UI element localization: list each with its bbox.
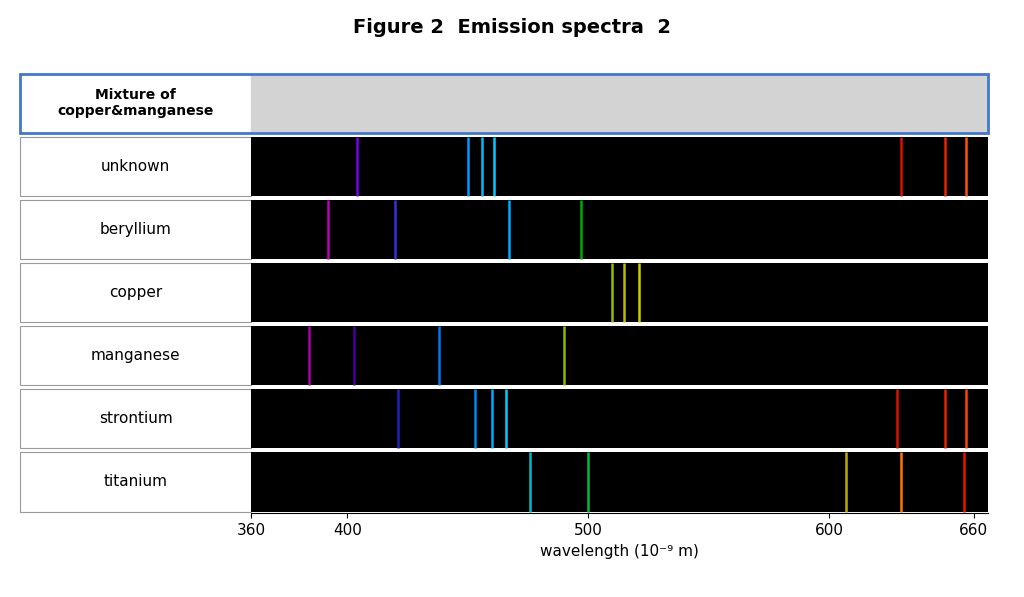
Text: Mixture of
copper&manganese: Mixture of copper&manganese (57, 88, 214, 118)
Text: copper: copper (109, 285, 163, 300)
X-axis label: wavelength (10⁻⁹ m): wavelength (10⁻⁹ m) (540, 544, 699, 559)
Text: manganese: manganese (91, 348, 180, 363)
Text: Figure 2  Emission spectra  2: Figure 2 Emission spectra 2 (353, 18, 671, 37)
Text: titanium: titanium (103, 475, 168, 490)
Text: beryllium: beryllium (99, 222, 172, 237)
Text: strontium: strontium (98, 411, 173, 426)
Text: unknown: unknown (101, 159, 170, 174)
